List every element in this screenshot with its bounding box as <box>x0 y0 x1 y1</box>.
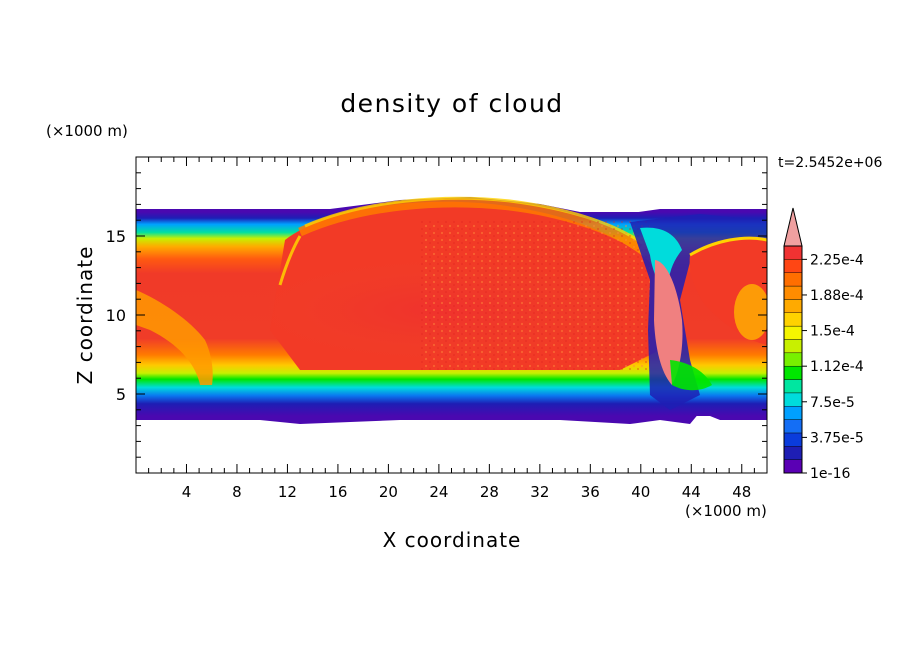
colorbar-bin <box>783 432 803 447</box>
colorbar-bin <box>783 299 803 313</box>
x-tick-label: 40 <box>631 483 650 501</box>
colorbar-bin <box>783 365 803 380</box>
colorbar-label: 3.75e-5 <box>810 430 864 446</box>
x-tick-label: 4 <box>182 483 192 501</box>
colorbar-bin <box>783 259 803 273</box>
colorbar-label: 1.88e-4 <box>810 288 864 304</box>
y-axis-label: Z coordinate <box>73 246 97 385</box>
y-axis: 5 10 15 <box>106 172 767 458</box>
colorbar-bin <box>783 312 803 327</box>
cloud-speckle-texture <box>420 220 650 370</box>
colorbar-frame <box>783 245 803 474</box>
colorbar-bin <box>783 392 803 407</box>
colorbar: 1e-16 3.75e-5 7.5e-5 1.12e-4 1.5e-4 1.88e-4 2.… <box>783 207 864 482</box>
right-column-green <box>670 360 712 391</box>
x-tick-label: 20 <box>379 483 398 501</box>
x-tick-label: 12 <box>278 483 297 501</box>
colorbar-bin <box>783 245 803 260</box>
x-tick-label: 24 <box>429 483 448 501</box>
left-eddy <box>136 290 213 385</box>
y-tick-label: 10 <box>106 306 126 325</box>
colorbar-bin <box>783 339 803 354</box>
y-tick-label: 5 <box>116 385 126 404</box>
colorbar-bin <box>783 352 803 367</box>
colorbar-label: 7.5e-5 <box>810 395 855 411</box>
colorbar-overflow-arrow <box>783 207 803 247</box>
x-tick-label: 28 <box>480 483 499 501</box>
colorbar-label: 1.12e-4 <box>810 359 864 375</box>
colorbar-bin <box>783 285 803 300</box>
colorbar-bin <box>783 272 803 287</box>
colorbar-label: 1e-16 <box>810 466 850 482</box>
colorbar-bin <box>783 379 803 394</box>
x-tick-label: 32 <box>530 483 549 501</box>
x-unit-label: (×1000 m) <box>685 502 767 520</box>
x-tick-label: 36 <box>581 483 600 501</box>
x-tick-label: 16 <box>328 483 347 501</box>
colorbar-bin <box>783 459 803 474</box>
right-eddy <box>734 284 767 340</box>
colorbar-bin <box>783 406 803 420</box>
x-tick-label: 44 <box>682 483 701 501</box>
right-anvil-rim <box>689 236 767 257</box>
chart-title: density of cloud <box>340 89 563 118</box>
x-tick-label: 48 <box>732 483 751 501</box>
colorbar-bin <box>783 325 803 340</box>
time-label: t=2.5452e+06 <box>778 155 882 171</box>
y-unit-label: (×1000 m) <box>46 122 128 140</box>
plot-area <box>136 196 767 424</box>
right-column-core <box>654 260 683 385</box>
colorbar-label: 2.25e-4 <box>810 252 864 268</box>
y-tick-label: 15 <box>106 227 126 246</box>
x-tick-label: 8 <box>232 483 242 501</box>
x-axis-label: X coordinate <box>383 528 522 552</box>
colorbar-bin <box>783 446 803 460</box>
x-axis: 4 8 12 16 20 24 28 32 36 40 44 48 <box>148 157 755 501</box>
colorbar-label: 1.5e-4 <box>810 324 855 340</box>
left-plume <box>278 235 302 286</box>
colorbar-bin <box>783 419 803 434</box>
